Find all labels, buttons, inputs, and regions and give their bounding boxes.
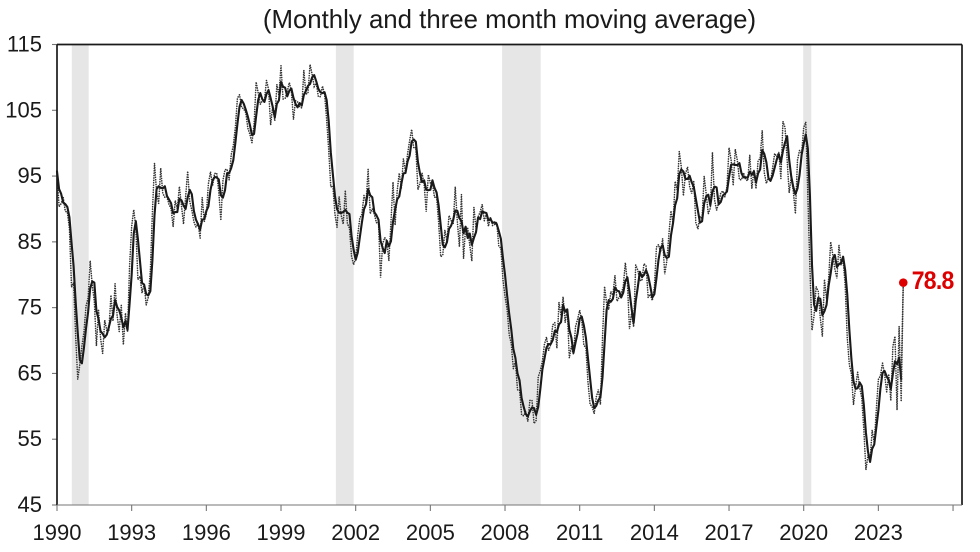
svg-text:2014: 2014: [630, 520, 679, 545]
svg-text:45: 45: [18, 492, 42, 517]
svg-text:75: 75: [18, 295, 42, 320]
svg-text:95: 95: [18, 163, 42, 188]
svg-text:78.8: 78.8: [912, 267, 954, 295]
svg-text:2008: 2008: [481, 520, 530, 545]
svg-text:1990: 1990: [33, 520, 82, 545]
svg-text:2017: 2017: [705, 520, 754, 545]
svg-text:105: 105: [5, 97, 42, 122]
svg-text:65: 65: [18, 360, 42, 385]
svg-text:55: 55: [18, 426, 42, 451]
svg-text:1999: 1999: [257, 520, 306, 545]
svg-text:2011: 2011: [556, 520, 603, 545]
svg-text:2020: 2020: [779, 520, 828, 545]
svg-text:1993: 1993: [107, 520, 156, 545]
svg-text:115: 115: [7, 32, 42, 57]
svg-text:2005: 2005: [406, 520, 455, 545]
svg-text:2023: 2023: [854, 520, 903, 545]
svg-text:1996: 1996: [182, 520, 231, 545]
svg-text:85: 85: [18, 229, 42, 254]
svg-text:2002: 2002: [331, 520, 380, 545]
